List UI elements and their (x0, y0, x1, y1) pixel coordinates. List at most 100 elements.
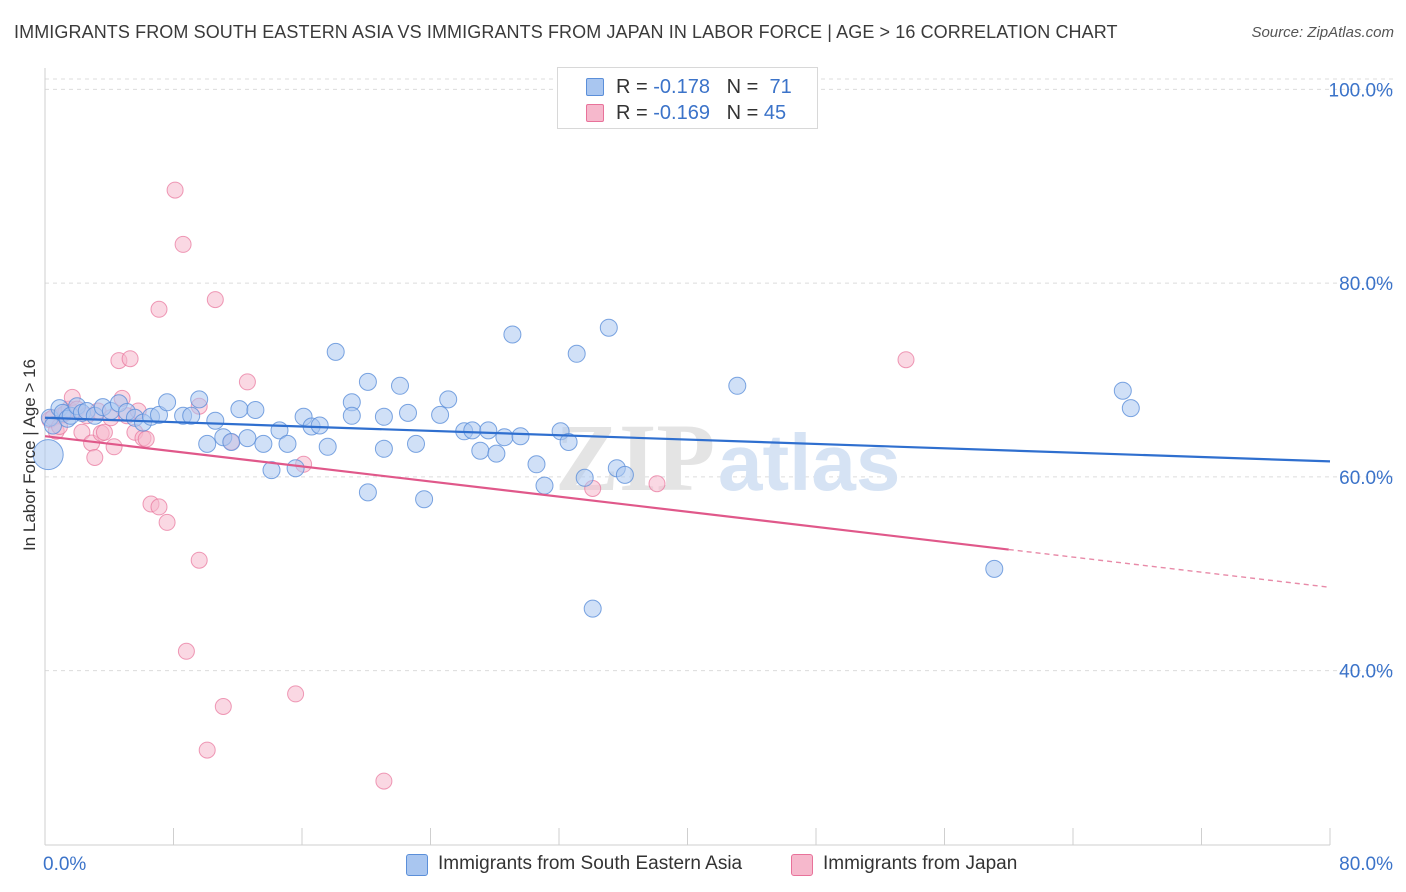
tick-labels: 40.0% 60.0% 80.0% 100.0% 0.0% 80.0% (43, 80, 1393, 875)
point-sea (222, 433, 241, 451)
point-japan (198, 741, 216, 759)
bottom-legend-label-sea: Immigrants from South Eastern Asia (438, 853, 743, 874)
point-japan (177, 642, 195, 660)
point-sea (182, 406, 201, 425)
stats-legend: R = -0.178 N = 71 R = -0.169 N = 45 (557, 67, 818, 129)
point-japan (190, 551, 208, 569)
legend-n-jp: 45 (763, 102, 787, 124)
point-sea (32, 439, 64, 471)
trend-line-japan-extension (1008, 548, 1331, 589)
point-sea (479, 421, 498, 440)
y-tick-label-80: 80.0% (1339, 274, 1393, 295)
bottom-legend-swatch-jp (791, 854, 813, 876)
point-sea (374, 407, 393, 426)
point-sea (326, 342, 345, 361)
legend-stats-sea: R = -0.178 N = 71 (616, 76, 792, 98)
point-sea (1113, 381, 1132, 400)
point-sea (575, 468, 594, 487)
point-sea (463, 421, 482, 440)
point-japan (206, 291, 224, 309)
point-sea (206, 411, 225, 430)
point-japan (105, 438, 123, 456)
point-sea (615, 465, 634, 484)
trend-lines (44, 416, 1331, 589)
point-japan (287, 685, 305, 703)
point-sea (471, 441, 490, 460)
point-sea (358, 483, 377, 502)
legend-n-sea: 71 (769, 76, 792, 98)
point-sea (310, 416, 329, 435)
point-japan (137, 430, 155, 448)
point-sea (150, 405, 168, 424)
point-japan (166, 181, 184, 199)
point-sea (342, 406, 361, 425)
point-sea (262, 461, 281, 480)
point-japan (238, 373, 256, 391)
legend-swatch-sea (586, 78, 604, 96)
y-axis-label: In Labor Force | Age > 16 (20, 358, 39, 552)
point-sea (487, 444, 506, 463)
point-sea (158, 393, 177, 412)
point-japan (214, 698, 232, 715)
point-japan (648, 475, 666, 493)
point-sea (559, 433, 578, 451)
watermark-zip: ZIP (555, 404, 715, 511)
bottom-legend-swatch-sea (406, 854, 428, 876)
bottom-legend-label-jp: Immigrants from Japan (823, 853, 1018, 874)
trend-line-japan (44, 435, 1009, 551)
point-japan (86, 449, 104, 466)
legend-stats-jp: R = -0.169 N = 45 (616, 102, 787, 124)
legend-r-sea: -0.178 (653, 76, 710, 98)
point-japan (897, 351, 915, 369)
point-sea (535, 476, 554, 495)
y-tick-label-60: 60.0% (1339, 468, 1393, 489)
point-sea (358, 372, 377, 391)
point-japan (158, 513, 176, 531)
x-tick-label-end: 80.0% (1339, 854, 1393, 875)
point-sea (415, 490, 434, 509)
watermark: ZIP atlas (555, 404, 900, 511)
point-sea (399, 403, 417, 422)
point-sea (407, 434, 425, 453)
chart-title: IMMIGRANTS FROM SOUTH EASTERN ASIA VS IM… (14, 22, 1118, 42)
point-japan (150, 498, 168, 516)
point-sea (567, 344, 586, 363)
point-sea (318, 437, 337, 456)
point-sea (190, 390, 209, 409)
point-sea (238, 429, 257, 448)
point-sea (439, 390, 458, 409)
watermark-atlas: atlas (718, 418, 900, 507)
point-sea (246, 401, 265, 419)
point-sea (431, 405, 450, 424)
trend-line-sea (44, 416, 1331, 463)
point-sea (583, 599, 602, 618)
series-sea-points (32, 318, 1140, 618)
point-japan (95, 423, 113, 441)
point-sea (230, 400, 249, 419)
point-sea (985, 559, 1004, 578)
x-tick-label-start: 0.0% (43, 854, 86, 875)
point-sea (391, 376, 409, 395)
point-sea (374, 439, 393, 458)
point-sea (503, 325, 522, 344)
point-sea (286, 459, 305, 478)
point-sea (254, 434, 273, 453)
y-tick-label-100: 100.0% (1329, 80, 1394, 101)
point-japan (121, 350, 139, 368)
point-sea (495, 428, 514, 447)
point-sea (728, 376, 747, 395)
point-japan (174, 235, 192, 253)
point-sea (511, 427, 530, 446)
point-japan (375, 772, 393, 790)
point-sea (198, 434, 217, 453)
legend-r-jp: -0.169 (653, 102, 710, 124)
source-credit: Source: ZipAtlas.com (1251, 24, 1394, 41)
y-tick-label-40: 40.0% (1339, 662, 1393, 683)
point-japan (150, 300, 168, 318)
point-sea (527, 455, 546, 474)
point-sea (278, 434, 297, 453)
point-sea (599, 318, 618, 337)
point-sea (1121, 399, 1140, 418)
legend-swatch-jp (586, 104, 604, 122)
